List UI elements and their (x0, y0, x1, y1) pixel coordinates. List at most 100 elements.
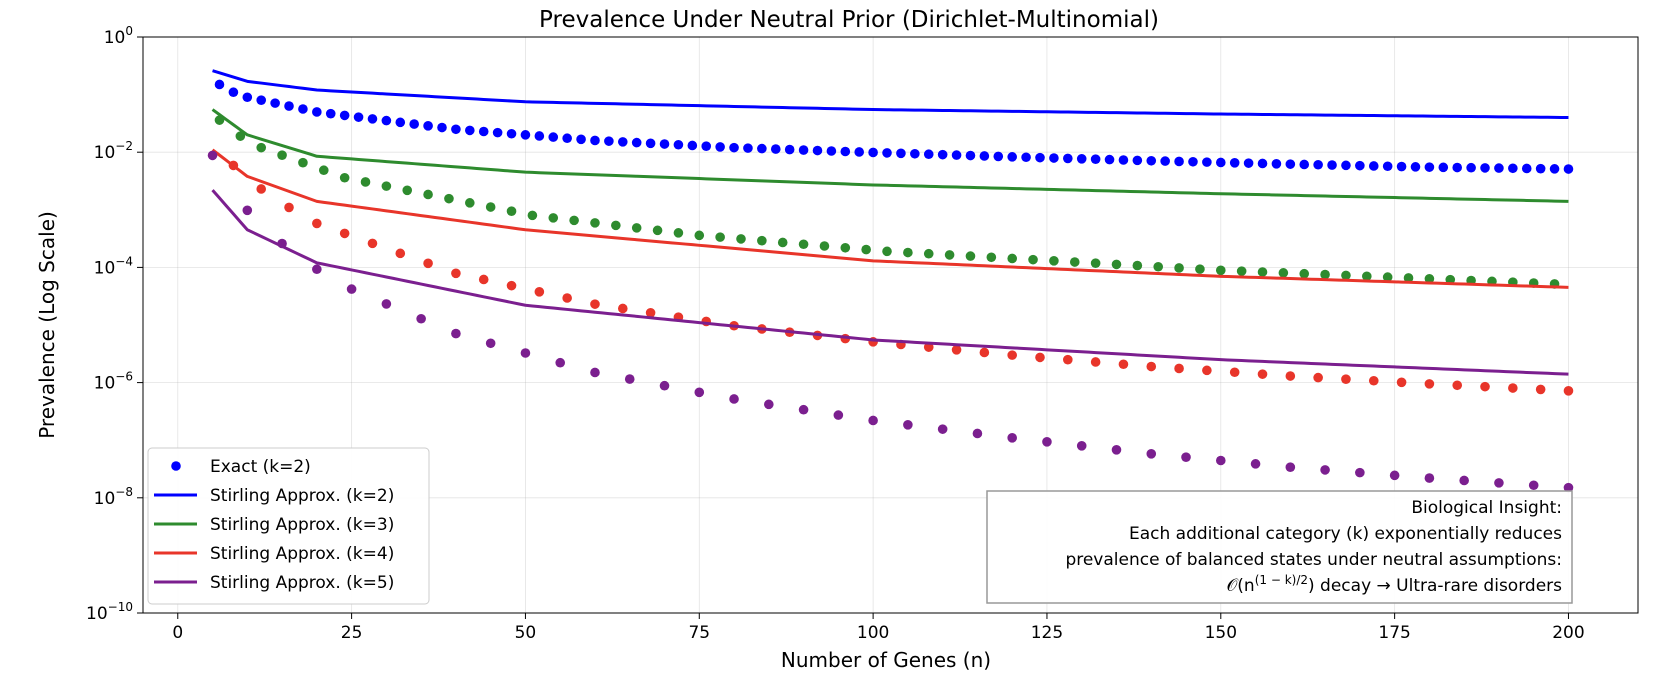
stirling-line-k3 (211, 108, 1569, 203)
exact-point-k3 (381, 181, 392, 191)
exact-point-k5 (485, 338, 496, 349)
exact-point-k3 (1362, 271, 1372, 282)
exact-point-k2 (1382, 161, 1393, 172)
x-tick-label: 200 (1552, 623, 1584, 643)
exact-point-k5 (1215, 455, 1226, 466)
exact-point-k2 (409, 119, 419, 129)
exact-point-k5 (1042, 437, 1052, 447)
exact-point-k2 (701, 141, 712, 151)
exact-point-k5 (520, 348, 531, 358)
chart-title: Prevalence Under Neutral Prior (Dirichle… (539, 7, 1159, 33)
exact-point-k2 (298, 104, 308, 114)
exact-point-k4 (1229, 367, 1240, 378)
exact-point-k3 (235, 131, 246, 141)
exact-point-k5 (798, 404, 809, 415)
exact-point-k4 (312, 218, 322, 229)
exact-point-k2 (1396, 161, 1407, 172)
exact-point-k5 (590, 367, 600, 378)
exact-point-k2 (1271, 159, 1282, 169)
exact-point-k4 (1535, 384, 1546, 395)
exact-point-k3 (527, 210, 538, 221)
exact-point-k4 (1480, 381, 1490, 392)
exact-point-k3 (1403, 273, 1414, 283)
exact-point-k4 (395, 248, 406, 259)
exact-point-k3 (277, 150, 287, 160)
exact-point-k2 (645, 138, 656, 149)
exact-point-k3 (715, 232, 725, 242)
exact-point-k3 (506, 206, 517, 216)
exact-point-k2 (1508, 163, 1518, 174)
annotation-line-2: prevalence of balanced states under neut… (1065, 550, 1562, 570)
exact-point-k4 (339, 228, 350, 239)
x-tick-label: 50 (515, 623, 537, 643)
exact-point-k2 (367, 114, 378, 124)
exact-point-k5 (451, 328, 461, 339)
legend-marker-dot (171, 461, 181, 471)
exact-point-k3 (569, 215, 579, 226)
exact-point-k2 (451, 124, 461, 135)
exact-point-k2 (1257, 158, 1268, 169)
exact-point-k3 (903, 247, 913, 258)
exact-point-k5 (1494, 478, 1504, 488)
exact-point-k5 (1181, 452, 1191, 462)
y-tick-label: 10−2 (94, 139, 133, 163)
exact-point-k2 (1132, 155, 1143, 166)
exact-point-k3 (339, 172, 350, 183)
exact-point-k4 (979, 347, 990, 358)
exact-point-k3 (1299, 268, 1310, 279)
legend-label: Stirling Approx. (k=2) (210, 486, 394, 506)
exact-point-k2 (715, 142, 725, 152)
exact-point-k3 (402, 185, 413, 196)
annotation-line-1: Each additional category (k) exponential… (1129, 524, 1562, 544)
exact-point-k4 (367, 238, 378, 249)
exact-point-k3 (652, 225, 663, 236)
exact-point-k4 (1090, 357, 1101, 367)
exact-point-k2 (1215, 157, 1226, 168)
exact-point-k3 (631, 223, 642, 233)
exact-point-k2 (1368, 161, 1379, 171)
exact-point-k2 (910, 148, 920, 159)
exact-point-k5 (346, 284, 357, 294)
exact-point-k2 (951, 150, 962, 160)
exact-point-k2 (242, 92, 253, 103)
exact-point-k2 (979, 151, 990, 161)
exact-point-k2 (1174, 156, 1184, 167)
stirling-line-k2 (212, 69, 1569, 120)
exact-point-k2 (1202, 157, 1212, 167)
exact-point-k2 (729, 142, 739, 153)
exact-point-k2 (1313, 159, 1323, 170)
exact-point-k2 (437, 122, 447, 133)
exact-point-k2 (1229, 158, 1240, 168)
y-axis-ticks: 100 10−2 10−4 10−6 10−8 10−10 (86, 24, 143, 624)
exact-point-k2 (812, 145, 823, 156)
exact-point-k3 (256, 142, 267, 153)
exact-point-k2 (214, 79, 225, 90)
exact-point-k2 (576, 134, 586, 145)
exact-point-k2 (1160, 156, 1170, 166)
exact-point-k2 (687, 140, 698, 151)
exact-point-k3 (819, 241, 830, 251)
exact-point-k4 (1285, 371, 1296, 381)
exact-point-k5 (555, 357, 566, 368)
exact-point-k2 (1104, 154, 1115, 165)
exact-point-k2 (465, 125, 475, 136)
exact-point-k3 (840, 242, 851, 253)
exact-point-k2 (1285, 159, 1296, 169)
exact-point-k2 (604, 136, 614, 146)
annotation-frame (986, 490, 1573, 604)
y-tick-label: 100 (104, 24, 133, 48)
legend-label: Stirling Approx. (k=5) (210, 573, 394, 593)
exact-point-k2 (798, 145, 809, 155)
exact-point-k2 (590, 135, 600, 146)
exact-point-k5 (1285, 462, 1296, 472)
exact-point-k2 (673, 139, 684, 150)
exact-point-k3 (965, 251, 976, 261)
y-tick-label: 10−4 (94, 254, 133, 278)
exact-point-k5 (1320, 465, 1330, 475)
exact-point-k2 (325, 108, 336, 119)
exact-point-k2 (1466, 162, 1476, 173)
exact-point-k4 (1202, 365, 1212, 376)
exact-point-k3 (694, 230, 705, 241)
exact-point-k2 (478, 126, 489, 137)
